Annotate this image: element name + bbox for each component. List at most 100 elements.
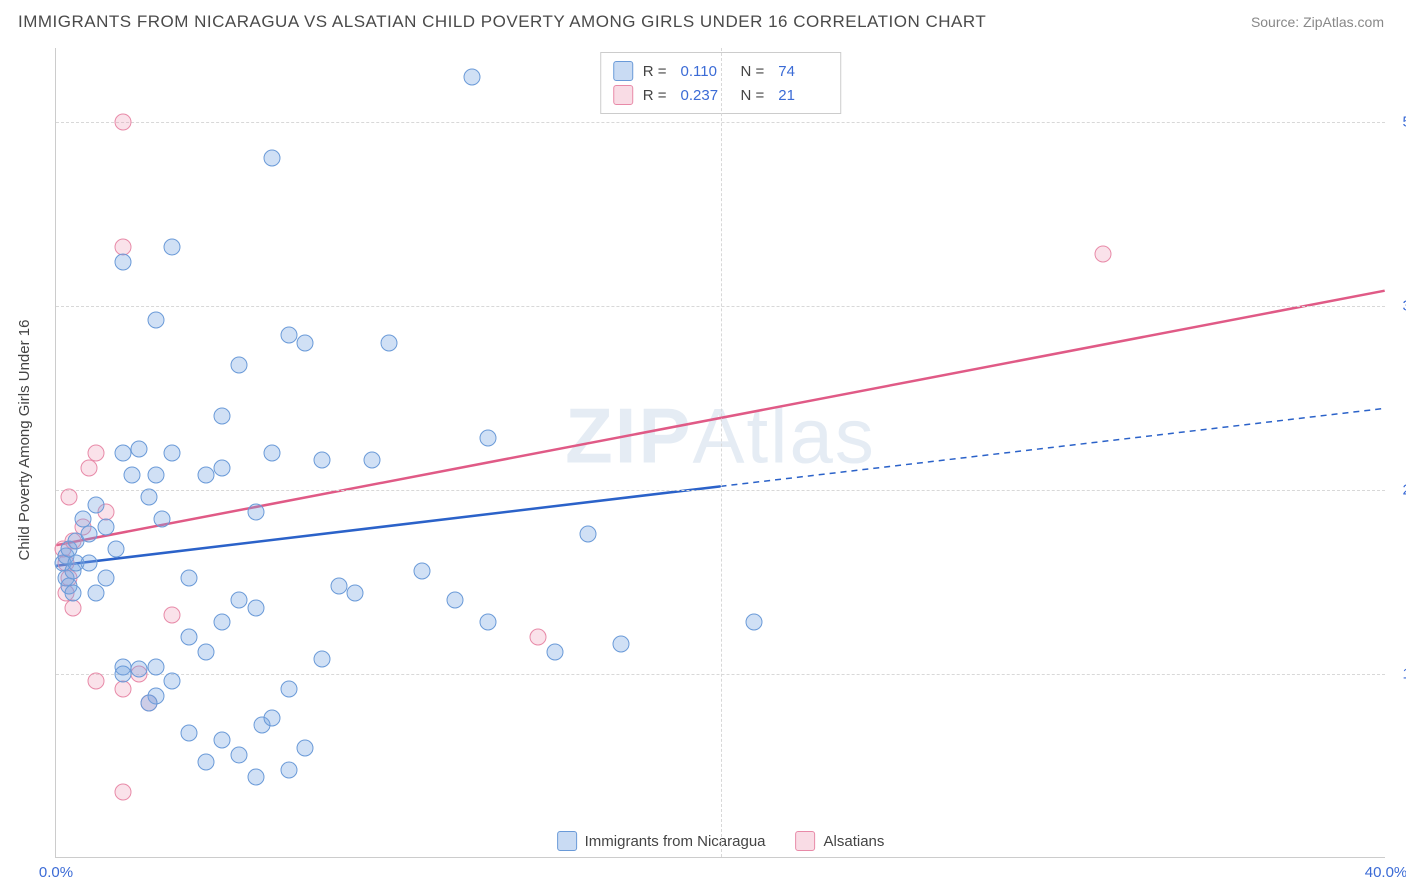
scatter-point-pink (87, 445, 104, 462)
scatter-point-blue (247, 599, 264, 616)
scatter-point-blue (297, 739, 314, 756)
scatter-point-blue (247, 503, 264, 520)
n-label: N = (741, 87, 765, 104)
r-label: R = (643, 63, 667, 80)
scatter-point-blue (81, 526, 98, 543)
legend-item-blue: Immigrants from Nicaragua (557, 831, 766, 851)
scatter-point-pink (114, 113, 131, 130)
scatter-point-blue (363, 452, 380, 469)
scatter-point-blue (280, 680, 297, 697)
scatter-point-blue (181, 724, 198, 741)
scatter-point-blue (613, 636, 630, 653)
scatter-point-blue (230, 592, 247, 609)
scatter-point-blue (314, 452, 331, 469)
scatter-point-blue (147, 467, 164, 484)
scatter-point-blue (164, 238, 181, 255)
scatter-point-blue (87, 584, 104, 601)
scatter-point-blue (447, 592, 464, 609)
scatter-point-blue (230, 746, 247, 763)
scatter-point-blue (330, 577, 347, 594)
scatter-point-pink (530, 629, 547, 646)
n-value: 21 (778, 87, 828, 104)
scatter-point-pink (81, 459, 98, 476)
scatter-point-blue (264, 710, 281, 727)
scatter-point-blue (64, 584, 81, 601)
scatter-plot: ZIPAtlas R = 0.110 N = 74 R = 0.237 N = … (55, 48, 1385, 858)
scatter-point-blue (147, 658, 164, 675)
scatter-point-blue (114, 445, 131, 462)
scatter-point-blue (164, 673, 181, 690)
scatter-point-blue (380, 334, 397, 351)
scatter-point-pink (164, 607, 181, 624)
r-label: R = (643, 87, 667, 104)
scatter-point-blue (280, 327, 297, 344)
scatter-point-blue (124, 467, 141, 484)
scatter-point-blue (107, 540, 124, 557)
vgridline (721, 48, 722, 857)
y-tick-label: 50.0% (1402, 113, 1406, 130)
swatch-blue-icon (613, 61, 633, 81)
scatter-point-blue (347, 584, 364, 601)
scatter-point-blue (181, 629, 198, 646)
swatch-pink-icon (613, 85, 633, 105)
x-tick-label: 40.0% (1365, 864, 1406, 881)
scatter-point-blue (214, 614, 231, 631)
x-tick-label: 0.0% (39, 864, 73, 881)
scatter-point-blue (141, 695, 158, 712)
n-value: 74 (778, 63, 828, 80)
scatter-point-blue (214, 408, 231, 425)
scatter-point-blue (264, 445, 281, 462)
scatter-point-blue (154, 511, 171, 528)
scatter-point-blue (463, 69, 480, 86)
scatter-point-pink (64, 599, 81, 616)
scatter-point-blue (413, 562, 430, 579)
scatter-point-blue (197, 754, 214, 771)
y-axis-label: Child Poverty Among Girls Under 16 (16, 320, 33, 561)
scatter-point-blue (114, 253, 131, 270)
scatter-point-blue (131, 661, 148, 678)
scatter-point-blue (480, 430, 497, 447)
y-tick-label: 25.0% (1402, 481, 1406, 498)
scatter-point-blue (114, 665, 131, 682)
scatter-point-pink (87, 673, 104, 690)
scatter-point-blue (214, 459, 231, 476)
scatter-point-blue (147, 312, 164, 329)
scatter-point-blue (580, 526, 597, 543)
scatter-point-pink (1095, 246, 1112, 263)
chart-title: IMMIGRANTS FROM NICARAGUA VS ALSATIAN CH… (18, 12, 986, 32)
r-value: 0.237 (681, 87, 731, 104)
scatter-point-pink (114, 680, 131, 697)
scatter-point-blue (164, 445, 181, 462)
r-value: 0.110 (681, 63, 731, 80)
legend-item-pink: Alsatians (796, 831, 885, 851)
scatter-point-blue (81, 555, 98, 572)
n-label: N = (741, 63, 765, 80)
scatter-point-blue (247, 769, 264, 786)
swatch-pink-icon (796, 831, 816, 851)
scatter-point-blue (131, 440, 148, 457)
scatter-point-blue (97, 518, 114, 535)
y-tick-label: 37.5% (1402, 297, 1406, 314)
scatter-point-blue (480, 614, 497, 631)
scatter-point-blue (97, 570, 114, 587)
scatter-point-blue (87, 496, 104, 513)
scatter-point-blue (546, 643, 563, 660)
swatch-blue-icon (557, 831, 577, 851)
chart-source: Source: ZipAtlas.com (1251, 14, 1384, 30)
scatter-point-blue (197, 643, 214, 660)
scatter-point-pink (61, 489, 78, 506)
scatter-point-blue (297, 334, 314, 351)
scatter-point-blue (230, 356, 247, 373)
legend-label: Immigrants from Nicaragua (585, 833, 766, 850)
scatter-point-blue (197, 467, 214, 484)
scatter-point-blue (314, 651, 331, 668)
scatter-point-blue (181, 570, 198, 587)
scatter-point-blue (746, 614, 763, 631)
legend-label: Alsatians (824, 833, 885, 850)
scatter-point-blue (141, 489, 158, 506)
scatter-point-blue (214, 732, 231, 749)
scatter-point-blue (280, 761, 297, 778)
y-tick-label: 12.5% (1402, 665, 1406, 682)
scatter-point-pink (114, 783, 131, 800)
scatter-point-blue (264, 150, 281, 167)
